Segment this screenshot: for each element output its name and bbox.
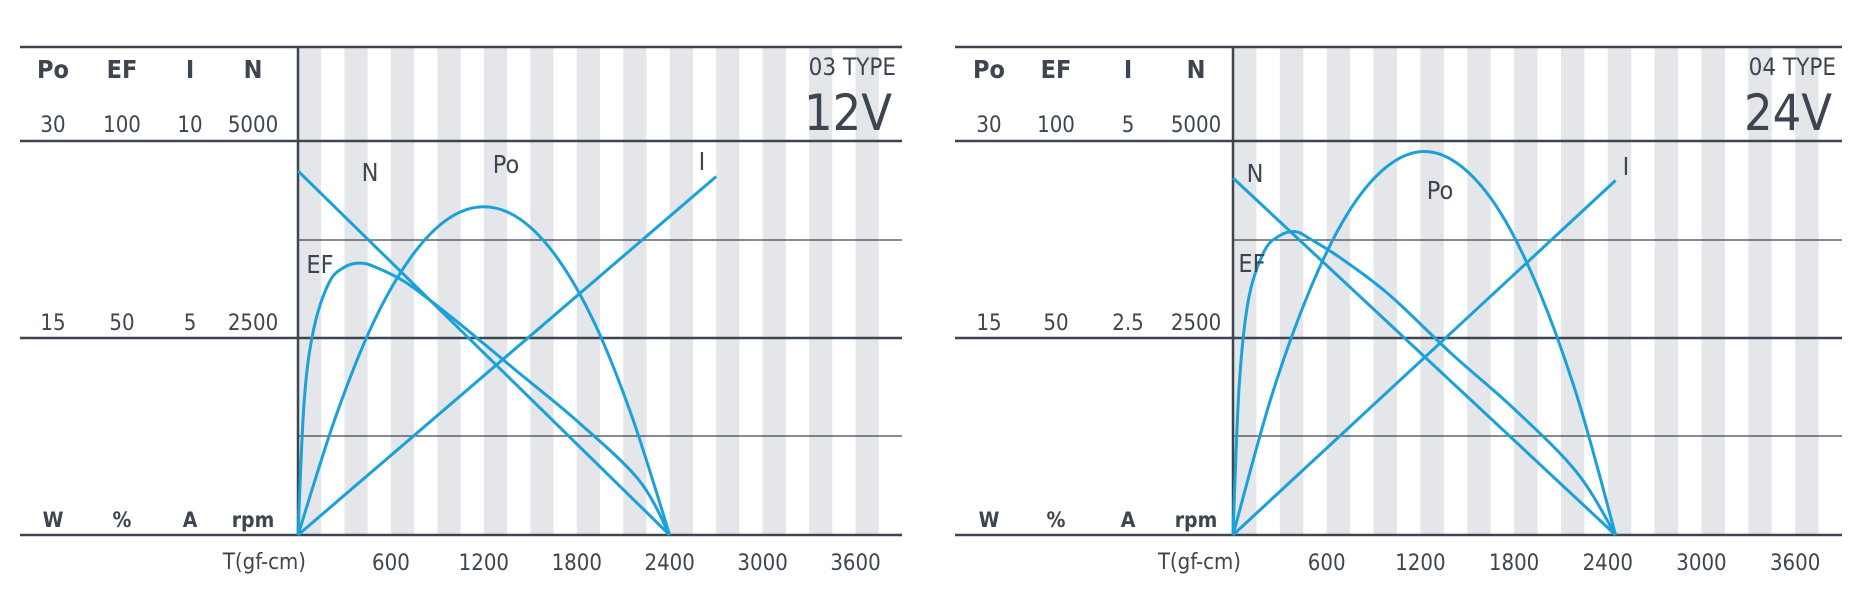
chart2-stripe xyxy=(1560,47,1585,535)
chart1-stripe xyxy=(762,47,786,535)
chart1-stripe xyxy=(576,47,600,535)
chart2-series-po-line xyxy=(1231,149,1618,536)
chart2-stripe xyxy=(1326,47,1351,535)
chart2-top-scale-value: 5000 xyxy=(1171,113,1221,138)
chart1-stripe xyxy=(809,47,833,535)
chart1-top-scale-value: 30 xyxy=(40,113,65,138)
chart1-series-label-i: I xyxy=(699,147,706,176)
chart2-stripe xyxy=(1514,47,1538,535)
chart2-header-i: I xyxy=(1124,55,1132,84)
chart1-series-label-ef: EF xyxy=(306,250,333,279)
chart1-series-ef-line xyxy=(296,261,672,536)
chart1-stripe xyxy=(344,47,368,535)
chart1-unit-label: A xyxy=(183,508,198,532)
chart2-mid-scale-value: 15 xyxy=(976,311,1001,336)
chart1-series-i-line xyxy=(297,175,718,537)
chart1-mid-scale-value: 2500 xyxy=(228,311,278,336)
chart1-unit-label: % xyxy=(113,508,132,532)
chart1-stripe xyxy=(623,47,647,535)
chart1-x-tick-label: 600 xyxy=(372,551,410,576)
chart2-header-n: N xyxy=(1187,55,1206,84)
chart1-x-axis-label: T(gf-cm) xyxy=(222,550,306,575)
chart1-header-po: Po xyxy=(37,55,69,84)
chart2-series-label-ef: EF xyxy=(1238,249,1265,278)
chart1-top-scale-value: 5000 xyxy=(228,113,278,138)
chart1-x-tick-label: 2400 xyxy=(645,551,695,576)
chart2-mid-scale-value: 50 xyxy=(1043,311,1068,336)
chart1-x-tick-label: 3000 xyxy=(737,551,787,576)
chart1-voltage: 12V xyxy=(804,84,892,142)
chart2-series-i-line xyxy=(1231,179,1617,537)
chart2-unit-label: % xyxy=(1047,508,1066,532)
chart2-x-tick-label: 1200 xyxy=(1395,551,1445,576)
chart1-stripe xyxy=(669,47,693,535)
chart1-series-n-line xyxy=(296,169,671,537)
chart2-unit-label: rpm xyxy=(1175,508,1218,532)
chart1-stripe xyxy=(530,47,554,535)
chart2-mid-scale-value: 2500 xyxy=(1171,311,1221,336)
chart1-stripe xyxy=(483,47,508,535)
chart2-x-tick-label: 3600 xyxy=(1770,551,1820,576)
chart1-series-po-line xyxy=(296,205,672,536)
chart2-unit-label: A xyxy=(1121,508,1136,532)
chart1-x-tick-label: 1200 xyxy=(459,551,509,576)
chart2-stripe xyxy=(1795,47,1819,535)
chart2-mid-scale-value: 2.5 xyxy=(1112,311,1143,336)
chart1-series-label-n: N xyxy=(362,158,379,187)
chart2-stripe xyxy=(1748,47,1772,535)
chart1-stripe xyxy=(855,47,879,535)
chart1-mid-scale-value: 5 xyxy=(184,311,197,336)
chart2-x-tick-label: 1800 xyxy=(1489,551,1539,576)
chart2-top-scale-value: 30 xyxy=(976,113,1001,138)
chart2-series-label-po: Po xyxy=(1427,176,1453,205)
chart2-stripe xyxy=(1420,47,1444,535)
chart2-header-ef: EF xyxy=(1041,55,1072,84)
chart2-series-ef-line xyxy=(1231,229,1617,536)
chart2-stripe xyxy=(1654,47,1679,535)
chart2-stripe xyxy=(1701,47,1725,535)
chart2-series-label-n: N xyxy=(1247,159,1264,188)
chart2-x-tick-label: 3000 xyxy=(1676,551,1726,576)
chart2-voltage: 24V xyxy=(1744,84,1832,142)
chart1-mid-scale-value: 50 xyxy=(109,311,134,336)
chart1-header-ef: EF xyxy=(107,55,138,84)
chart1-mid-scale-value: 15 xyxy=(40,311,65,336)
chart2-x-tick-label: 600 xyxy=(1308,551,1346,576)
chart1-unit-label: rpm xyxy=(232,508,275,532)
chart1-x-tick-label: 1800 xyxy=(552,551,602,576)
chart1-unit-label: W xyxy=(43,508,64,532)
chart2-stripe xyxy=(1467,47,1491,535)
chart1-stripe xyxy=(716,47,740,535)
chart2-unit-label: W xyxy=(979,508,1000,532)
chart1-top-scale-value: 100 xyxy=(103,113,141,138)
chart2-model-type: 04 TYPE xyxy=(1749,53,1836,81)
chart2-x-tick-label: 2400 xyxy=(1583,551,1633,576)
chart1-top-scale-value: 10 xyxy=(177,113,202,138)
chart1-stripe xyxy=(390,47,415,535)
chart2-top-scale-value: 5 xyxy=(1122,113,1135,138)
chart1-model-type: 03 TYPE xyxy=(809,53,896,81)
chart1-x-tick-label: 3600 xyxy=(830,551,880,576)
chart1-header-i: I xyxy=(186,55,194,84)
chart1-header-n: N xyxy=(244,55,263,84)
chart2-stripe xyxy=(1607,47,1632,535)
chart2-series-label-i: I xyxy=(1623,152,1630,181)
chart1-series-label-po: Po xyxy=(493,150,519,179)
chart2-header-po: Po xyxy=(973,55,1005,84)
chart2-x-axis-label: T(gf-cm) xyxy=(1157,550,1241,575)
chart2-stripe xyxy=(1279,47,1304,535)
chart1-stripe xyxy=(437,47,461,535)
chart2-top-scale-value: 100 xyxy=(1037,113,1075,138)
